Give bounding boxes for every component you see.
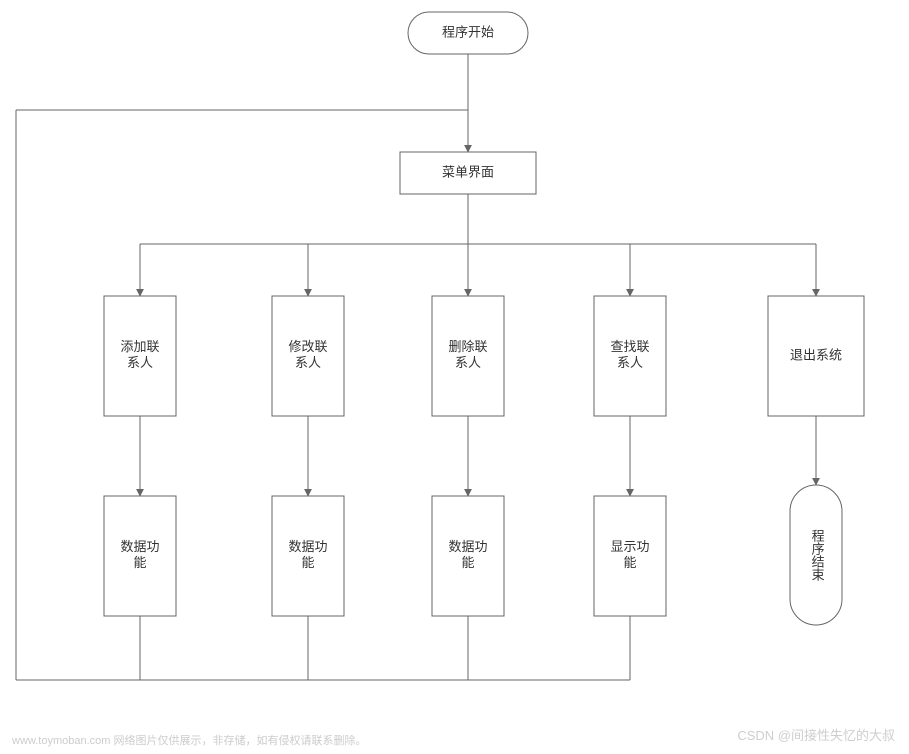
flow-node-search: 查找联系人 — [594, 296, 666, 416]
flow-node-data2: 数据功能 — [272, 496, 344, 616]
svg-text:程序结束: 程序结束 — [810, 529, 825, 581]
flow-node-data3: 数据功能 — [432, 496, 504, 616]
flow-node-add: 添加联系人 — [104, 296, 176, 416]
flow-node-end: 程序结束 — [790, 485, 842, 625]
flow-node-start: 程序开始 — [408, 12, 528, 54]
flowchart-diagram: 程序开始菜单界面添加联系人 修改联系人 删除联系人 查找联系人 退出系统数据功能 数据功能… — [0, 0, 909, 754]
flow-node-exit: 退出系统 — [768, 296, 864, 416]
flow-node-disp: 显示功能 — [594, 496, 666, 616]
svg-text:菜单界面: 菜单界面 — [442, 164, 494, 179]
svg-text:退出系统: 退出系统 — [790, 347, 842, 362]
flow-node-menu: 菜单界面 — [400, 152, 536, 194]
flow-node-modify: 修改联系人 — [272, 296, 344, 416]
svg-text:程序开始: 程序开始 — [442, 24, 494, 39]
flow-node-data1: 数据功能 — [104, 496, 176, 616]
footer-right-text: CSDN @间接性失忆的大叔 — [737, 725, 895, 744]
footer-left-text: www.toymoban.com 网络图片仅供展示，非存储，如有侵权请联系删除。 — [12, 732, 366, 748]
flow-node-delete: 删除联系人 — [432, 296, 504, 416]
